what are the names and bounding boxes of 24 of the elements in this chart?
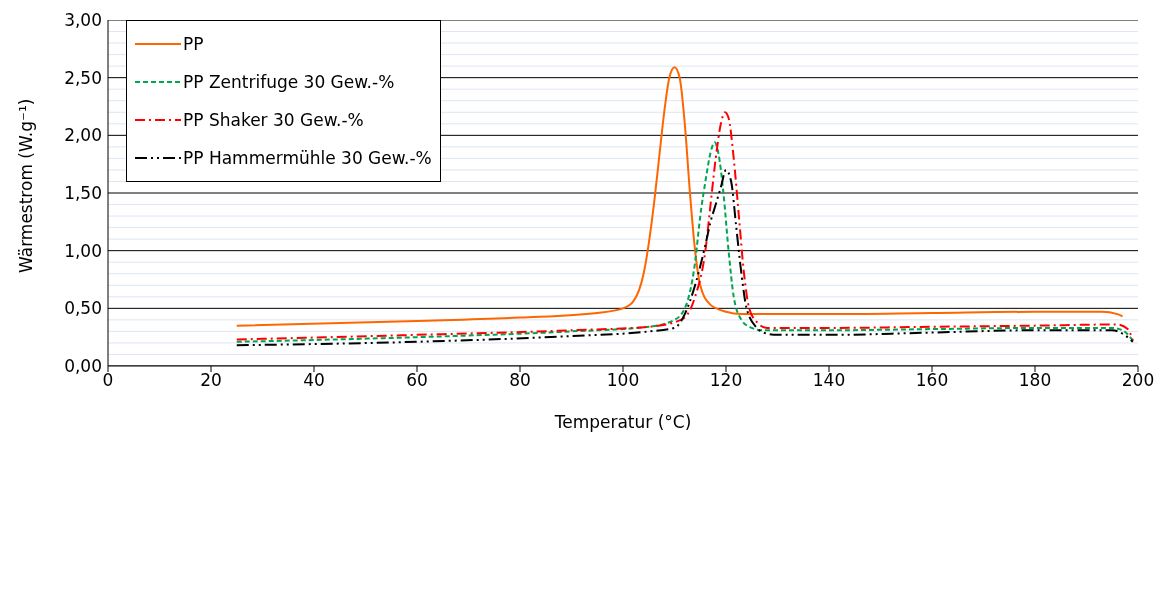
x-tick-label: 180 [1018,370,1052,391]
y-tick-label: 2,50 [64,67,102,88]
y-tick-label: 1,00 [64,240,102,261]
y-tick-label: 2,00 [64,125,102,146]
x-axis-title: Temperatur (°C) [553,412,692,432]
y-tick-label: 3,00 [64,10,102,31]
x-tick-label: 60 [406,370,428,391]
y-tick-label: 0,00 [64,356,102,377]
x-tick-label: 40 [303,370,325,391]
x-tick-label: 80 [509,370,531,391]
y-tick-label: 1,50 [64,183,102,204]
legend-label: PP Hammermühle 30 Gew.-% [183,148,432,168]
legend-label: PP Zentrifuge 30 Gew.-% [183,72,395,92]
legend-label: PP Shaker 30 Gew.-% [183,110,364,130]
x-tick-label: 20 [200,370,222,391]
x-tick-label: 120 [709,370,743,391]
x-tick-label: 140 [812,370,846,391]
y-axis-title: Wärmestrom (W.g⁻¹) [16,98,37,273]
x-tick-label: 200 [1121,370,1155,391]
x-tick-label: 160 [915,370,949,391]
x-tick-label: 100 [606,370,640,391]
x-tick-label: 0 [102,370,114,391]
legend-label: PP [183,34,204,54]
y-tick-label: 0,50 [64,298,102,319]
